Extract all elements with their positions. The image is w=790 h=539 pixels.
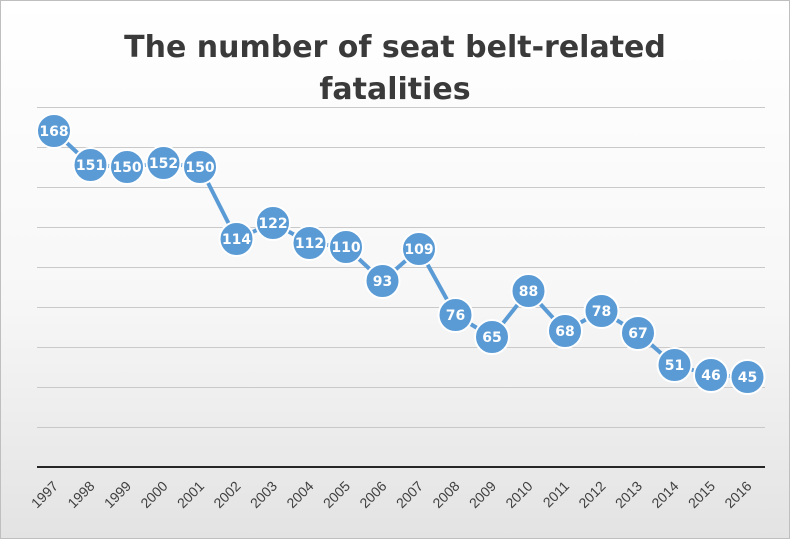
x-tick-label-1998: 1998 — [64, 478, 97, 511]
chart-title-line-1: The number of seat belt-related — [124, 30, 666, 65]
data-label-2010: 88 — [519, 284, 538, 300]
x-tick-label-2011: 2011 — [540, 478, 573, 511]
data-label-2013: 67 — [628, 326, 647, 342]
data-label-2000: 152 — [149, 156, 178, 172]
data-label-2005: 110 — [331, 240, 360, 256]
data-point-1998 — [72, 147, 109, 183]
data-label-2004: 112 — [295, 236, 324, 252]
x-tick-label-2009: 2009 — [466, 478, 499, 511]
x-tick-label-2006: 2006 — [356, 478, 389, 511]
data-label-2016: 45 — [738, 370, 757, 386]
data-label-1998: 151 — [76, 158, 105, 174]
x-tick-label-2000: 2000 — [137, 478, 170, 511]
data-label-2012: 78 — [592, 304, 611, 320]
data-label-2007: 109 — [404, 242, 433, 258]
x-tick-label-1997: 1997 — [28, 478, 61, 511]
data-label-2014: 51 — [665, 358, 684, 374]
data-point-2010 — [510, 273, 547, 309]
data-label-2006: 93 — [373, 274, 392, 290]
data-point-2008 — [437, 297, 474, 333]
x-tick-label-2001: 2001 — [174, 478, 207, 511]
data-point-2011 — [547, 313, 583, 349]
data-point-2015 — [693, 357, 729, 393]
data-point-2006 — [364, 263, 401, 299]
data-label-1997: 168 — [39, 124, 68, 140]
x-tick-label-2010: 2010 — [502, 478, 535, 511]
x-tick-label-2015: 2015 — [685, 478, 718, 511]
data-point-2001 — [182, 149, 218, 185]
chart-title-line-2: fatalities — [319, 72, 471, 107]
data-label-2002: 114 — [222, 232, 251, 248]
data-label-2011: 68 — [555, 324, 574, 340]
x-tick-label-2013: 2013 — [612, 478, 645, 511]
data-point-2007 — [401, 231, 437, 267]
data-point-2005 — [328, 229, 364, 265]
x-tick-label-2016: 2016 — [721, 478, 754, 511]
data-point-2014 — [656, 347, 693, 383]
data-point-1997 — [36, 113, 72, 149]
data-point-2004 — [291, 225, 328, 261]
data-point-2009 — [474, 319, 510, 355]
data-label-2015: 46 — [701, 368, 720, 384]
x-tick-label-2003: 2003 — [247, 478, 280, 511]
data-label-1999: 150 — [112, 160, 141, 176]
x-tick-label-1999: 1999 — [101, 478, 134, 511]
data-label-2003: 122 — [258, 216, 287, 232]
data-point-2013 — [620, 315, 656, 351]
data-label-2008: 76 — [446, 308, 465, 324]
x-tick-label-2007: 2007 — [393, 478, 426, 511]
data-point-2016 — [729, 359, 766, 395]
x-tick-label-2005: 2005 — [320, 478, 353, 511]
x-tick-label-2012: 2012 — [575, 478, 608, 511]
data-label-2009: 65 — [482, 330, 501, 346]
x-tick-label-2004: 2004 — [283, 478, 316, 511]
data-point-1999 — [109, 149, 145, 185]
chart-title: The number of seat belt-related fataliti… — [1, 27, 789, 111]
data-point-2003 — [255, 205, 291, 241]
data-point-2012 — [583, 293, 620, 329]
x-tick-label-2014: 2014 — [648, 478, 681, 511]
data-point-2002 — [218, 221, 255, 257]
data-point-2000 — [145, 145, 182, 181]
x-tick-label-2002: 2002 — [210, 478, 243, 511]
x-tick-label-2008: 2008 — [429, 478, 462, 511]
data-label-2001: 150 — [185, 160, 214, 176]
